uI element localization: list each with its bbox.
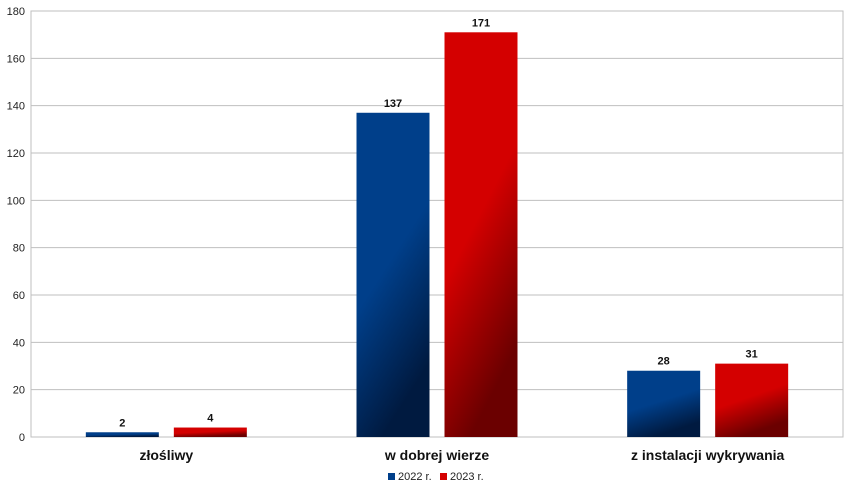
data-label: 4 <box>207 413 214 425</box>
y-tick-label: 60 <box>13 290 25 302</box>
data-label: 28 <box>658 356 670 368</box>
x-category-label: w dobrej wierze <box>384 447 489 463</box>
legend-swatch <box>388 473 395 480</box>
y-tick-label: 120 <box>7 148 25 160</box>
data-label: 171 <box>472 17 490 29</box>
bar-series-2 <box>715 363 789 437</box>
bar-series-2 <box>173 427 247 437</box>
y-tick-label: 40 <box>13 337 25 349</box>
legend-label: 2023 r. <box>450 471 484 483</box>
y-tick-label: 100 <box>7 195 25 207</box>
y-tick-label: 0 <box>19 432 25 444</box>
x-category-label: z instalacji wykrywania <box>631 447 785 463</box>
x-axis: złośliwy w dobrej wierze z instalacji wykr… <box>139 447 784 463</box>
bars: 2 4 137 171 28 31 <box>85 17 789 438</box>
data-label: 31 <box>746 349 758 361</box>
legend-swatch <box>440 473 447 480</box>
y-tick-label: 80 <box>13 243 25 255</box>
data-label: 137 <box>384 98 402 110</box>
legend-label: 2022 r. <box>398 471 432 483</box>
legend: 2022 r. 2023 r. <box>388 471 484 483</box>
bar-series-1 <box>627 370 701 437</box>
bar-series-1 <box>85 432 159 437</box>
data-label: 2 <box>119 417 125 429</box>
bar-series-1 <box>356 112 430 438</box>
bar-series-2 <box>444 32 518 438</box>
y-axis: 0 20 40 60 80 100 120 140 160 180 <box>7 6 25 444</box>
gridlines <box>30 10 844 438</box>
y-tick-label: 180 <box>7 6 25 18</box>
y-tick-label: 140 <box>7 101 25 113</box>
y-tick-label: 160 <box>7 53 25 65</box>
y-tick-label: 20 <box>13 385 25 397</box>
x-category-label: złośliwy <box>139 447 193 463</box>
